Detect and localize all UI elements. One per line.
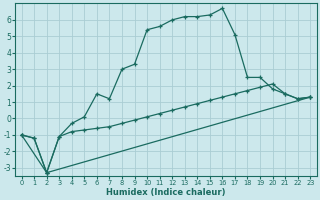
X-axis label: Humidex (Indice chaleur): Humidex (Indice chaleur)	[106, 188, 226, 197]
